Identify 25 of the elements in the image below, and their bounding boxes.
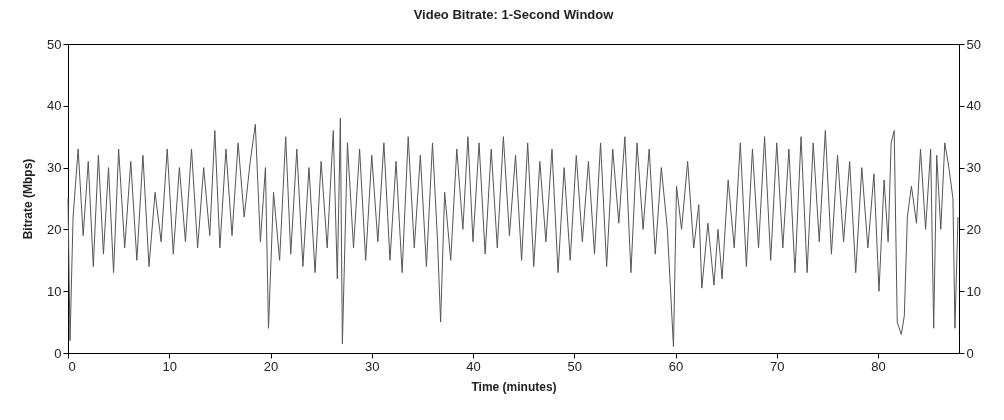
y-tick-label: 0 xyxy=(54,345,62,361)
x-tick-label: 60 xyxy=(668,358,684,374)
y2-tick-label: 0 xyxy=(966,345,974,361)
x-tick-label: 0 xyxy=(68,358,76,374)
chart-title: Video Bitrate: 1-Second Window xyxy=(413,7,615,22)
y2-tick-label: 10 xyxy=(966,283,981,299)
y2-tick-label: 40 xyxy=(966,98,981,114)
y-axis-title: Bitrate (Mbps) xyxy=(21,158,36,240)
y-tick-label: 20 xyxy=(47,221,62,237)
line-series xyxy=(67,117,959,348)
y2-tick-label: 50 xyxy=(966,36,981,52)
x-tick-label: 10 xyxy=(162,358,177,374)
x-tick-label: 40 xyxy=(466,358,481,374)
y-tick-label: 50 xyxy=(47,36,62,52)
x-tick-label: 70 xyxy=(770,358,785,374)
y2-tick-label: 20 xyxy=(966,221,981,237)
x-axis-title: Time (minutes) xyxy=(471,379,557,394)
y-tick-label: 10 xyxy=(47,283,62,299)
y2-tick-label: 30 xyxy=(966,160,981,176)
x-tick-label: 20 xyxy=(263,358,279,374)
y-tick-label: 30 xyxy=(47,160,62,176)
y-tick-label: 40 xyxy=(47,98,62,114)
x-tick-label: 30 xyxy=(365,358,380,374)
x-tick-label: 80 xyxy=(871,358,886,374)
x-tick-label: 50 xyxy=(567,358,582,374)
